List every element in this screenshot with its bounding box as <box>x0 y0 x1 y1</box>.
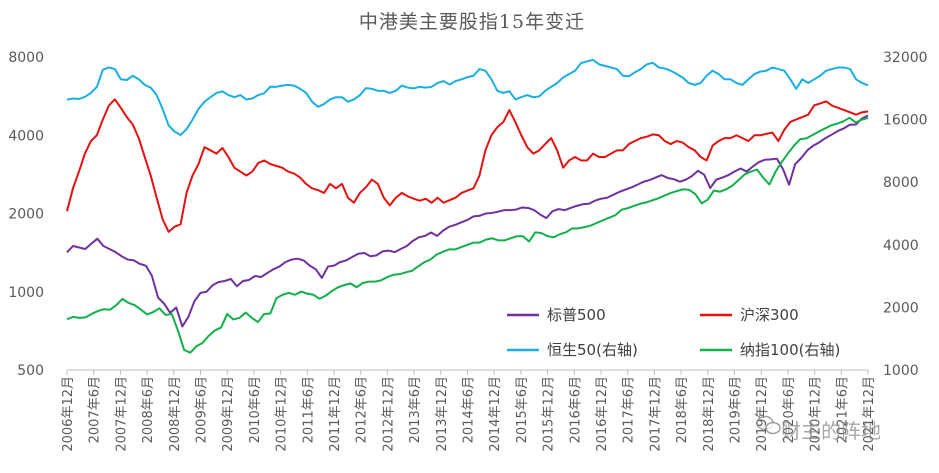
x-tick-label: 2017年12月 <box>648 376 663 452</box>
x-tick-label: 2008年6月 <box>141 376 156 443</box>
x-tick-label: 2016年6月 <box>568 376 583 443</box>
x-tick-label: 2020年12月 <box>809 376 824 452</box>
y-right-tick-label: 16000 <box>883 113 928 129</box>
chart-title: 中港美主要股指15年变迁 <box>359 11 585 33</box>
x-tick-label: 2015年12月 <box>542 376 557 452</box>
y-right-tick-label: 2000 <box>883 300 919 316</box>
legend-label: 恒生50(右轴) <box>547 341 638 359</box>
x-tick-label: 2010年6月 <box>248 376 263 443</box>
x-tick-label: 2007年12月 <box>114 376 129 452</box>
legend-label: 标普500 <box>547 306 606 324</box>
x-tick-label: 2009年12月 <box>221 376 236 452</box>
x-tick-label: 2019年12月 <box>755 376 770 452</box>
x-tick-label: 2019年6月 <box>729 376 744 443</box>
series-line-4 <box>66 116 869 354</box>
x-tick-label: 2012年6月 <box>355 376 370 443</box>
series-line-2 <box>66 98 869 233</box>
x-tick-label: 2009年6月 <box>195 376 210 443</box>
x-tick-label: 2016年12月 <box>595 376 610 452</box>
x-tick-label: 2006年12月 <box>61 376 76 452</box>
x-tick-label: 2018年6月 <box>675 376 690 443</box>
y-left-tick-label: 2000 <box>8 207 44 223</box>
x-tick-label: 2008年12月 <box>168 376 183 452</box>
legend-label: 沪深300 <box>740 306 799 324</box>
x-tick-label: 2014年12月 <box>488 376 503 452</box>
x-tick-label: 2012年12月 <box>381 376 396 452</box>
x-tick-label: 2010年12月 <box>275 376 290 452</box>
x-tick-label: 2007年6月 <box>88 376 103 443</box>
x-tick-label: 2015年6月 <box>515 376 530 443</box>
y-right-tick-label: 4000 <box>883 238 919 254</box>
x-tick-label: 2013年6月 <box>408 376 423 443</box>
series-line-3 <box>66 58 869 136</box>
x-tick-label: 2021年12月 <box>862 376 877 452</box>
x-tick-label: 2013年12月 <box>435 376 450 452</box>
y-right-tick-label: 1000 <box>883 363 919 379</box>
y-right-tick-label: 32000 <box>883 50 928 66</box>
y-left-tick-label: 1000 <box>8 285 44 301</box>
series-layer <box>66 58 869 354</box>
x-tick-label: 2020年6月 <box>782 376 797 443</box>
watermark: 财主的阵地 <box>756 415 881 443</box>
x-tick-label: 2014年6月 <box>462 376 477 443</box>
axes: 500 1000 2000 4000 8000 1000 2000 4000 8000 16000… <box>8 50 927 452</box>
x-tick-label: 2011年6月 <box>301 376 316 443</box>
y-right-tick-label: 8000 <box>883 175 919 191</box>
series-line-1 <box>66 114 869 328</box>
y-left-tick-label: 4000 <box>8 128 44 144</box>
legend-label: 纳指100(右轴) <box>740 341 840 359</box>
y-left-tick-label: 500 <box>17 363 44 379</box>
wechat-icon <box>756 415 781 435</box>
y-left-tick-label: 8000 <box>8 50 44 66</box>
x-tick-label: 2018年12月 <box>702 376 717 452</box>
x-tick-label: 2017年6月 <box>622 376 637 443</box>
legend: 标普500 沪深300 恒生50(右轴) 纳指100(右轴) <box>507 306 840 359</box>
x-tick-label: 2021年6月 <box>835 376 850 443</box>
x-tick-label: 2011年12月 <box>328 376 343 452</box>
watermark-text: 财主的阵地 <box>781 419 881 443</box>
